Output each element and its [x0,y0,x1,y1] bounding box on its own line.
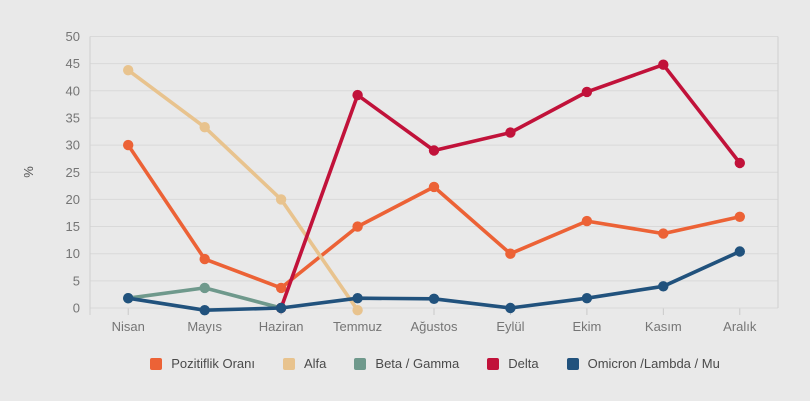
series-delta [275,59,745,314]
x-tick-label-5: Eylül [496,319,524,334]
y-tick-label-25: 25 [66,165,80,180]
y-tick-label-0: 0 [73,301,80,316]
x-tick-label-3: Temmuz [333,319,382,334]
x-tick-label-1: Mayıs [187,319,222,334]
legend-marker-beta-gamma [354,357,367,370]
legend-label-pozitiflik-orani: Pozitiflik Oranı [171,356,255,371]
y-tick-label-10: 10 [66,246,80,261]
data-point-omicron-lambda-mu-5[interactable] [505,302,516,314]
data-point-pozitiflik-orani-8[interactable] [734,211,745,222]
data-point-delta-3[interactable] [352,89,363,101]
data-point-pozitiflik-orani-1[interactable] [199,253,210,265]
data-point-omicron-lambda-mu-2[interactable] [275,302,287,314]
data-point-alfa-2[interactable] [275,194,287,205]
y-tick-label-15: 15 [66,219,80,234]
legend-item-delta[interactable]: Delta [487,356,539,371]
data-point-alfa-0[interactable] [123,65,134,76]
series-alfa [123,65,363,316]
legend-label-omicron-lambda-mu: Omicron /Lambda / Mu [587,356,720,371]
data-point-omicron-lambda-mu-8[interactable] [734,246,745,257]
data-point-alfa-3[interactable] [352,305,363,316]
data-point-pozitiflik-orani-0[interactable] [123,139,134,151]
data-point-pozitiflik-orani-7[interactable] [658,228,669,239]
legend-item-beta-gamma[interactable]: Beta / Gamma [354,356,459,371]
legend-marker-pozitiflik-orani [150,357,163,370]
x-tick-label-7: Kasım [645,319,682,334]
data-point-omicron-lambda-mu-7[interactable] [658,281,669,292]
legend-label-beta-gamma: Beta / Gamma [375,356,460,371]
legend-label-delta: Delta [508,356,539,371]
data-point-beta-gamma-1[interactable] [199,282,210,294]
y-tick-label-5: 5 [73,273,80,288]
legend-item-alfa[interactable]: Alfa [283,356,326,371]
data-point-delta-5[interactable] [505,127,516,138]
legend-marker-omicron-lambda-mu [566,357,579,370]
data-point-pozitiflik-orani-3[interactable] [352,221,363,232]
y-axis-title: % [21,166,36,178]
series-line-pozitiflik-orani [126,143,742,290]
y-tick-label-40: 40 [66,83,80,98]
axis-label-layer: 0 5 10 15 20 25 30 35 40 45 50 Nisan Mayıs Haziran Tem… [66,29,757,334]
legend: Pozitiflik Oranı Alfa Beta / Gamma Delta Omi… [90,356,780,371]
data-point-pozitiflik-orani-2[interactable] [275,282,287,294]
data-point-omicron-lambda-mu-0[interactable] [123,293,134,304]
data-point-pozitiflik-orani-4[interactable] [428,181,440,193]
data-point-omicron-lambda-mu-6[interactable] [581,293,593,304]
data-point-omicron-lambda-mu-4[interactable] [428,293,440,304]
x-tick-label-8: Aralık [723,319,757,334]
data-point-pozitiflik-orani-5[interactable] [505,248,516,259]
legend-label-alfa: Alfa [304,356,327,371]
y-tick-label-30: 30 [66,138,80,153]
x-tick-label-6: Ekim [572,319,601,334]
data-point-delta-4[interactable] [428,145,440,156]
legend-item-omicron-lambda-mu[interactable]: Omicron /Lambda / Mu [566,356,720,371]
legend-marker-alfa [283,357,295,370]
series-line-alfa [126,68,360,312]
series-pozitiflik-orani [123,139,745,294]
data-point-delta-8[interactable] [734,157,745,169]
y-tick-label-35: 35 [66,110,80,125]
x-tick-label-0: Nisan [112,319,145,334]
data-point-omicron-lambda-mu-3[interactable] [352,293,363,304]
data-point-omicron-lambda-mu-1[interactable] [199,305,210,316]
series-layer [123,59,745,316]
series-omicron-lambda-mu [123,246,745,316]
x-tick-label-2: Haziran [259,319,304,334]
series-line-delta [279,62,742,310]
y-tick-label-50: 50 [66,29,80,44]
data-point-pozitiflik-orani-6[interactable] [581,215,593,227]
y-tick-label-45: 45 [66,56,80,71]
x-tick-label-4: Ağustos [411,319,458,334]
data-point-alfa-1[interactable] [199,122,210,133]
y-tick-label-20: 20 [66,192,80,207]
data-point-delta-7[interactable] [658,59,669,70]
data-point-delta-6[interactable] [581,86,593,98]
legend-item-pozitiflik-orani[interactable]: Pozitiflik Oranı [150,356,255,371]
legend-marker-delta [487,357,500,370]
